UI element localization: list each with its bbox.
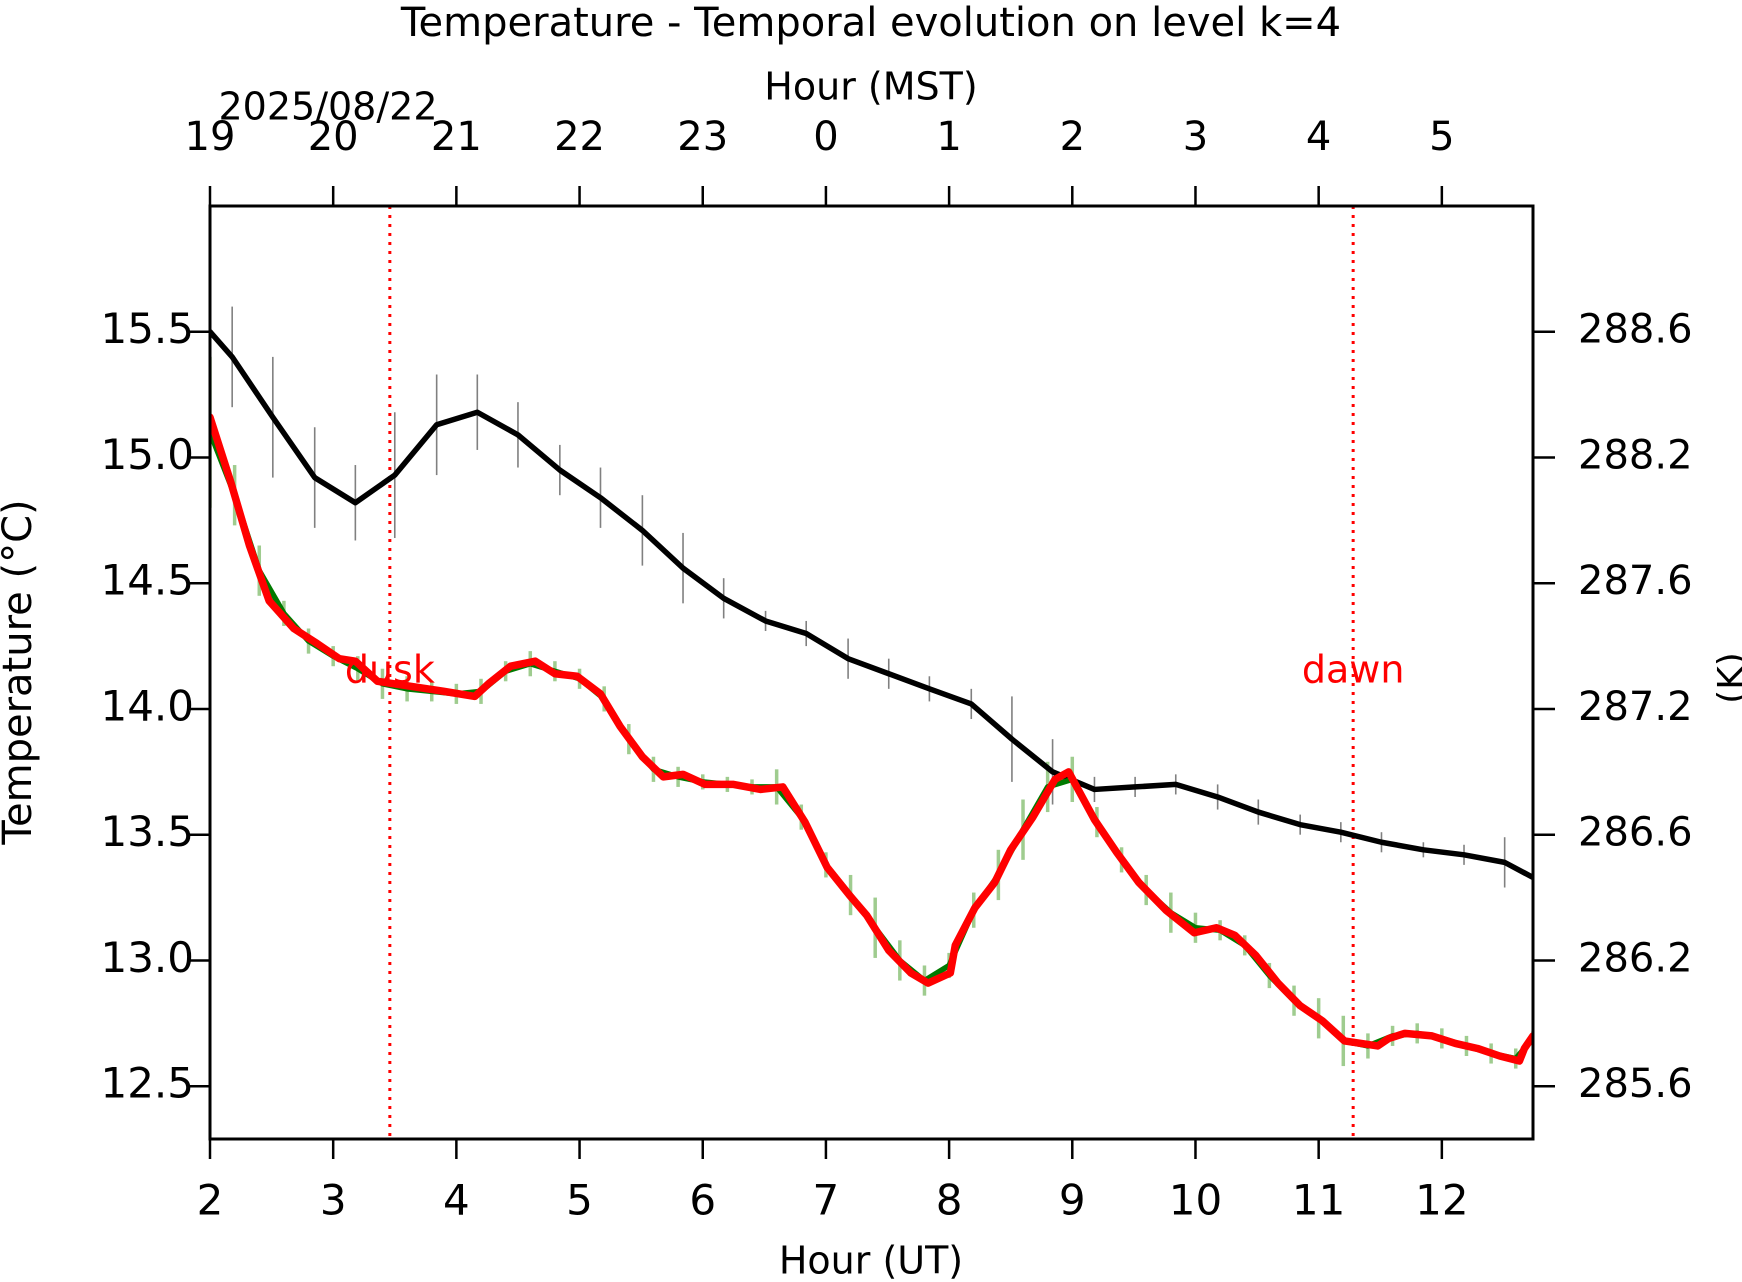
y2-tick-label: 285.6 bbox=[1578, 1061, 1693, 1107]
marker-label: dawn bbox=[1302, 648, 1405, 692]
y-tick-label: 14.5 bbox=[100, 556, 194, 605]
x2-tick-label: 1 bbox=[936, 114, 961, 160]
x-tick-label: 5 bbox=[566, 1176, 593, 1225]
y-tick-label: 15.0 bbox=[100, 430, 194, 479]
x-tick-label: 9 bbox=[1059, 1176, 1086, 1225]
x-tick-label: 6 bbox=[689, 1176, 716, 1225]
x-tick-label: 11 bbox=[1292, 1176, 1345, 1225]
date-label: 2025/08/22 bbox=[218, 85, 437, 129]
x2-tick-label: 2 bbox=[1060, 114, 1085, 160]
y-tick-label: 15.5 bbox=[100, 304, 194, 353]
x-tick-label: 4 bbox=[443, 1176, 470, 1225]
x2-tick-label: 21 bbox=[431, 114, 482, 160]
x-tick-label: 2 bbox=[197, 1176, 224, 1225]
y-tick-label: 14.0 bbox=[100, 681, 194, 730]
data-line bbox=[210, 413, 1533, 1065]
x-axis-label: Hour (UT) bbox=[779, 1239, 963, 1282]
y2-tick-label: 286.2 bbox=[1578, 935, 1693, 981]
x2-tick-label: 19 bbox=[185, 114, 236, 160]
x2-tick-label: 3 bbox=[1183, 114, 1208, 160]
x-tick-label: 7 bbox=[813, 1176, 840, 1225]
y2-tick-label: 286.6 bbox=[1578, 810, 1693, 856]
y-tick-label: 13.0 bbox=[100, 933, 194, 982]
data-line bbox=[210, 429, 1533, 1062]
y2-axis-label: (K) bbox=[1711, 652, 1742, 704]
x2-axis-label: Hour (MST) bbox=[764, 65, 977, 109]
y2-tick-label: 287.2 bbox=[1578, 684, 1693, 730]
x2-tick-label: 0 bbox=[813, 114, 838, 160]
x2-tick-label: 5 bbox=[1429, 114, 1454, 160]
x-tick-label: 8 bbox=[936, 1176, 963, 1225]
x2-tick-label: 23 bbox=[677, 114, 728, 160]
plot-frame bbox=[208, 204, 1535, 1141]
y2-tick-label: 287.6 bbox=[1578, 558, 1693, 604]
x2-tick-label: 4 bbox=[1306, 114, 1331, 160]
marker-label: dusk bbox=[345, 648, 435, 692]
chart-title: Temperature - Temporal evolution on leve… bbox=[400, 0, 1341, 46]
x-tick-label: 10 bbox=[1169, 1176, 1222, 1225]
y2-tick-label: 288.2 bbox=[1578, 432, 1693, 478]
data-line bbox=[210, 328, 1533, 881]
x-tick-label: 3 bbox=[320, 1176, 347, 1225]
y-tick-label: 12.5 bbox=[100, 1059, 194, 1108]
plot-area bbox=[210, 206, 1533, 1139]
x-tick-label: 12 bbox=[1415, 1176, 1468, 1225]
y-axis-label: Temperature (°C) bbox=[0, 499, 41, 845]
x2-tick-label: 22 bbox=[554, 114, 605, 160]
y2-tick-label: 288.6 bbox=[1578, 307, 1693, 353]
x2-tick-label: 20 bbox=[308, 114, 359, 160]
y-tick-label: 13.5 bbox=[100, 807, 194, 856]
